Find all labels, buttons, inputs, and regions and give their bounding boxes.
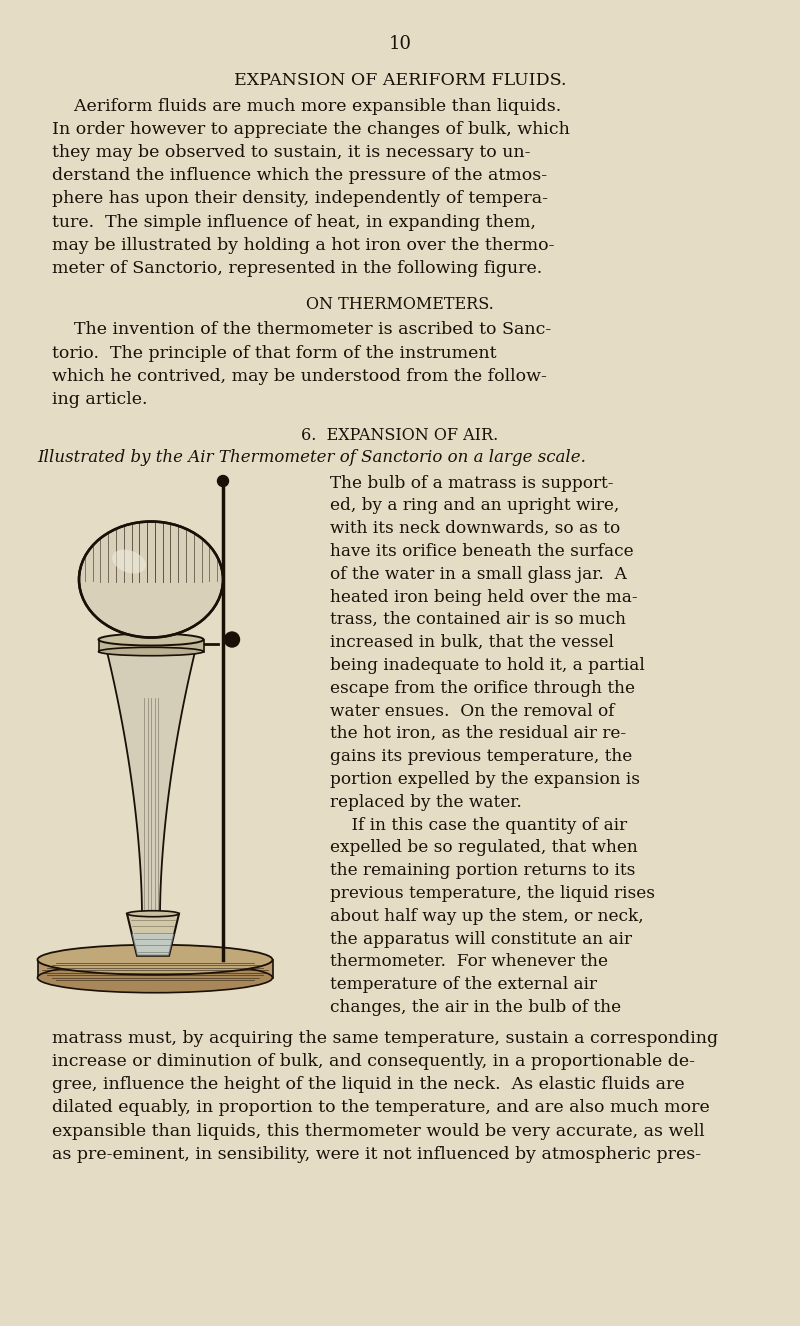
- Text: ing article.: ing article.: [52, 391, 147, 408]
- Polygon shape: [106, 647, 196, 916]
- Text: escape from the orifice through the: escape from the orifice through the: [330, 680, 635, 696]
- Text: ture.  The simple influence of heat, in expanding them,: ture. The simple influence of heat, in e…: [52, 213, 536, 231]
- Ellipse shape: [38, 944, 273, 975]
- Text: In order however to appreciate the changes of bulk, which: In order however to appreciate the chang…: [52, 121, 570, 138]
- Text: they may be observed to sustain, it is necessary to un-: they may be observed to sustain, it is n…: [52, 145, 530, 160]
- Text: The bulb of a matrass is support-: The bulb of a matrass is support-: [330, 475, 614, 492]
- Polygon shape: [132, 934, 174, 956]
- Text: with its neck downwards, so as to: with its neck downwards, so as to: [330, 520, 620, 537]
- Bar: [38, 960, 273, 977]
- Text: the hot iron, as the residual air re-: the hot iron, as the residual air re-: [330, 725, 626, 743]
- Text: have its orifice beneath the surface: have its orifice beneath the surface: [330, 542, 634, 560]
- Text: the remaining portion returns to its: the remaining portion returns to its: [330, 862, 635, 879]
- Circle shape: [218, 476, 229, 487]
- Text: 10: 10: [389, 34, 411, 53]
- Text: gree, influence the height of the liquid in the neck.  As elastic fluids are: gree, influence the height of the liquid…: [52, 1077, 685, 1093]
- Text: phere has upon their density, independently of tempera-: phere has upon their density, independen…: [52, 191, 548, 207]
- Text: as pre-eminent, in sensibility, were it not influenced by atmospheric pres-: as pre-eminent, in sensibility, were it …: [52, 1146, 701, 1163]
- Text: changes, the air in the bulb of the: changes, the air in the bulb of the: [330, 998, 621, 1016]
- Text: the apparatus will constitute an air: the apparatus will constitute an air: [330, 931, 632, 948]
- Text: EXPANSION OF AERIFORM FLUIDS.: EXPANSION OF AERIFORM FLUIDS.: [234, 72, 566, 89]
- Text: derstand the influence which the pressure of the atmos-: derstand the influence which the pressur…: [52, 167, 547, 184]
- Text: may be illustrated by holding a hot iron over the thermo-: may be illustrated by holding a hot iron…: [52, 237, 554, 253]
- Text: ON THERMOMETERS.: ON THERMOMETERS.: [306, 296, 494, 313]
- Text: being inadequate to hold it, a partial: being inadequate to hold it, a partial: [330, 656, 645, 674]
- Text: 6.  EXPANSION OF AIR.: 6. EXPANSION OF AIR.: [302, 427, 498, 444]
- Text: about half way up the stem, or neck,: about half way up the stem, or neck,: [330, 908, 644, 924]
- Text: ed, by a ring and an upright wire,: ed, by a ring and an upright wire,: [330, 497, 619, 514]
- Text: dilated equably, in proportion to the temperature, and are also much more: dilated equably, in proportion to the te…: [52, 1099, 710, 1116]
- Text: heated iron being held over the ma-: heated iron being held over the ma-: [330, 589, 638, 606]
- Text: which he contrived, may be understood from the follow-: which he contrived, may be understood fr…: [52, 367, 547, 385]
- Polygon shape: [127, 914, 179, 956]
- Ellipse shape: [112, 549, 146, 573]
- Text: gains its previous temperature, the: gains its previous temperature, the: [330, 748, 632, 765]
- Text: increase or diminution of bulk, and consequently, in a proportionable de-: increase or diminution of bulk, and cons…: [52, 1053, 695, 1070]
- Ellipse shape: [127, 911, 179, 916]
- Text: meter of Sanctorio, represented in the following figure.: meter of Sanctorio, represented in the f…: [52, 260, 542, 277]
- Text: Illustrated by the Air Thermometer of Sanctorio on a large scale.: Illustrated by the Air Thermometer of Sa…: [37, 450, 586, 465]
- Text: temperature of the external air: temperature of the external air: [330, 976, 597, 993]
- Text: expansible than liquids, this thermometer would be very accurate, as well: expansible than liquids, this thermomete…: [52, 1123, 705, 1139]
- Ellipse shape: [79, 521, 223, 638]
- Text: increased in bulk, that the vessel: increased in bulk, that the vessel: [330, 634, 614, 651]
- Text: previous temperature, the liquid rises: previous temperature, the liquid rises: [330, 884, 655, 902]
- Text: water ensues.  On the removal of: water ensues. On the removal of: [330, 703, 614, 720]
- Text: of the water in a small glass jar.  A: of the water in a small glass jar. A: [330, 566, 627, 582]
- Ellipse shape: [98, 634, 203, 646]
- Text: The invention of the thermometer is ascribed to Sanc-: The invention of the thermometer is ascr…: [52, 321, 551, 338]
- Text: Aeriform fluids are much more expansible than liquids.: Aeriform fluids are much more expansible…: [52, 98, 562, 114]
- Text: matrass must, by acquiring the same temperature, sustain a corresponding: matrass must, by acquiring the same temp…: [52, 1030, 718, 1046]
- Circle shape: [225, 633, 239, 647]
- Text: thermometer.  For whenever the: thermometer. For whenever the: [330, 953, 608, 971]
- Bar: [98, 639, 203, 651]
- Text: torio.  The principle of that form⁠ of the instrument: torio. The principle of that form⁠ of th…: [52, 345, 497, 362]
- Text: trass, the contained air is so much: trass, the contained air is so much: [330, 611, 626, 629]
- Ellipse shape: [98, 647, 203, 656]
- Text: If in this case the quantity of air: If in this case the quantity of air: [330, 817, 627, 834]
- Text: expelled be so regulated, that when: expelled be so regulated, that when: [330, 839, 638, 857]
- Text: portion expelled by the expansion is: portion expelled by the expansion is: [330, 770, 640, 788]
- Text: replaced by the water.: replaced by the water.: [330, 794, 522, 810]
- Ellipse shape: [38, 963, 273, 993]
